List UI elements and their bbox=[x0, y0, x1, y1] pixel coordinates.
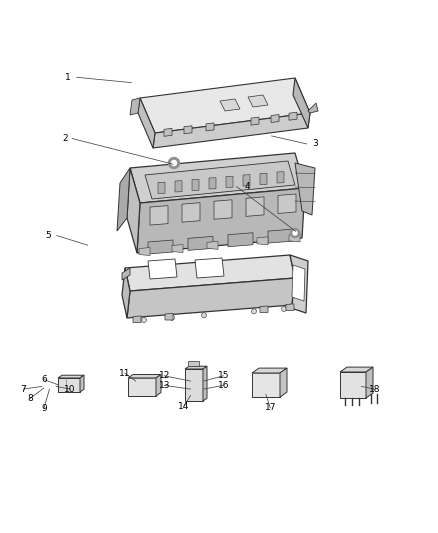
Text: 8: 8 bbox=[27, 394, 33, 403]
Polygon shape bbox=[128, 378, 156, 396]
Text: 5: 5 bbox=[45, 231, 51, 240]
Text: 13: 13 bbox=[159, 381, 170, 390]
Polygon shape bbox=[137, 188, 305, 253]
Polygon shape bbox=[252, 373, 280, 397]
Polygon shape bbox=[185, 366, 207, 369]
Text: 14: 14 bbox=[178, 402, 190, 410]
Polygon shape bbox=[257, 237, 268, 245]
Polygon shape bbox=[366, 367, 373, 398]
Polygon shape bbox=[185, 369, 203, 401]
Polygon shape bbox=[340, 367, 373, 372]
Polygon shape bbox=[125, 255, 295, 291]
Polygon shape bbox=[133, 316, 141, 322]
Polygon shape bbox=[289, 112, 297, 120]
Polygon shape bbox=[122, 268, 130, 280]
Text: 7: 7 bbox=[20, 385, 26, 393]
Polygon shape bbox=[220, 99, 240, 111]
Polygon shape bbox=[127, 278, 295, 318]
Text: 2: 2 bbox=[62, 134, 67, 143]
Circle shape bbox=[172, 160, 177, 166]
Text: 16: 16 bbox=[218, 381, 229, 390]
Polygon shape bbox=[175, 181, 182, 192]
Polygon shape bbox=[278, 194, 296, 213]
Polygon shape bbox=[156, 375, 161, 396]
Circle shape bbox=[290, 229, 300, 238]
Polygon shape bbox=[122, 268, 130, 318]
Text: 4: 4 bbox=[245, 182, 250, 191]
Polygon shape bbox=[243, 175, 250, 186]
Polygon shape bbox=[184, 126, 192, 134]
Polygon shape bbox=[127, 168, 140, 253]
Polygon shape bbox=[288, 255, 308, 313]
Polygon shape bbox=[148, 240, 173, 254]
Circle shape bbox=[251, 309, 257, 314]
Polygon shape bbox=[248, 95, 268, 107]
Polygon shape bbox=[295, 163, 315, 215]
Polygon shape bbox=[292, 265, 305, 301]
Text: 10: 10 bbox=[64, 385, 76, 393]
Polygon shape bbox=[228, 233, 253, 247]
Polygon shape bbox=[158, 182, 165, 193]
Polygon shape bbox=[271, 115, 279, 123]
Polygon shape bbox=[153, 113, 310, 148]
Text: 11: 11 bbox=[119, 369, 131, 377]
Polygon shape bbox=[140, 78, 310, 133]
Circle shape bbox=[282, 306, 286, 311]
Polygon shape bbox=[214, 200, 232, 219]
Polygon shape bbox=[268, 229, 293, 243]
Polygon shape bbox=[164, 128, 172, 136]
Polygon shape bbox=[148, 259, 177, 279]
Polygon shape bbox=[138, 98, 155, 148]
Polygon shape bbox=[130, 153, 305, 203]
Circle shape bbox=[201, 313, 206, 318]
Circle shape bbox=[293, 231, 297, 235]
Polygon shape bbox=[172, 245, 183, 253]
Polygon shape bbox=[130, 98, 140, 115]
Text: 15: 15 bbox=[218, 372, 229, 380]
Text: 3: 3 bbox=[312, 140, 318, 148]
Polygon shape bbox=[246, 197, 264, 216]
Circle shape bbox=[141, 318, 146, 322]
Text: 17: 17 bbox=[265, 403, 276, 412]
Polygon shape bbox=[80, 375, 84, 392]
Polygon shape bbox=[308, 103, 318, 113]
Polygon shape bbox=[128, 375, 161, 378]
Polygon shape bbox=[58, 375, 84, 378]
Polygon shape bbox=[182, 203, 200, 222]
Polygon shape bbox=[195, 258, 224, 278]
Text: 18: 18 bbox=[369, 385, 380, 393]
Text: 12: 12 bbox=[159, 372, 170, 380]
Text: 1: 1 bbox=[65, 73, 71, 82]
Polygon shape bbox=[289, 234, 300, 242]
Polygon shape bbox=[145, 161, 295, 199]
Polygon shape bbox=[203, 366, 207, 401]
Polygon shape bbox=[280, 368, 287, 397]
Polygon shape bbox=[252, 368, 287, 373]
Polygon shape bbox=[150, 206, 168, 225]
Polygon shape bbox=[188, 361, 199, 366]
Text: 6: 6 bbox=[41, 375, 47, 384]
Polygon shape bbox=[209, 177, 216, 189]
Polygon shape bbox=[58, 378, 80, 392]
Polygon shape bbox=[139, 247, 150, 255]
Polygon shape bbox=[207, 241, 218, 249]
Polygon shape bbox=[226, 176, 233, 188]
Polygon shape bbox=[293, 78, 310, 128]
Circle shape bbox=[169, 157, 180, 168]
Text: 9: 9 bbox=[41, 405, 47, 413]
Polygon shape bbox=[165, 313, 173, 320]
Polygon shape bbox=[286, 304, 294, 311]
Polygon shape bbox=[188, 236, 213, 251]
Polygon shape bbox=[117, 168, 130, 231]
Polygon shape bbox=[206, 123, 214, 131]
Polygon shape bbox=[340, 372, 366, 398]
Polygon shape bbox=[277, 172, 284, 183]
Polygon shape bbox=[192, 179, 199, 190]
Polygon shape bbox=[251, 117, 259, 125]
Polygon shape bbox=[260, 306, 268, 312]
Circle shape bbox=[170, 316, 174, 320]
Polygon shape bbox=[260, 173, 267, 184]
